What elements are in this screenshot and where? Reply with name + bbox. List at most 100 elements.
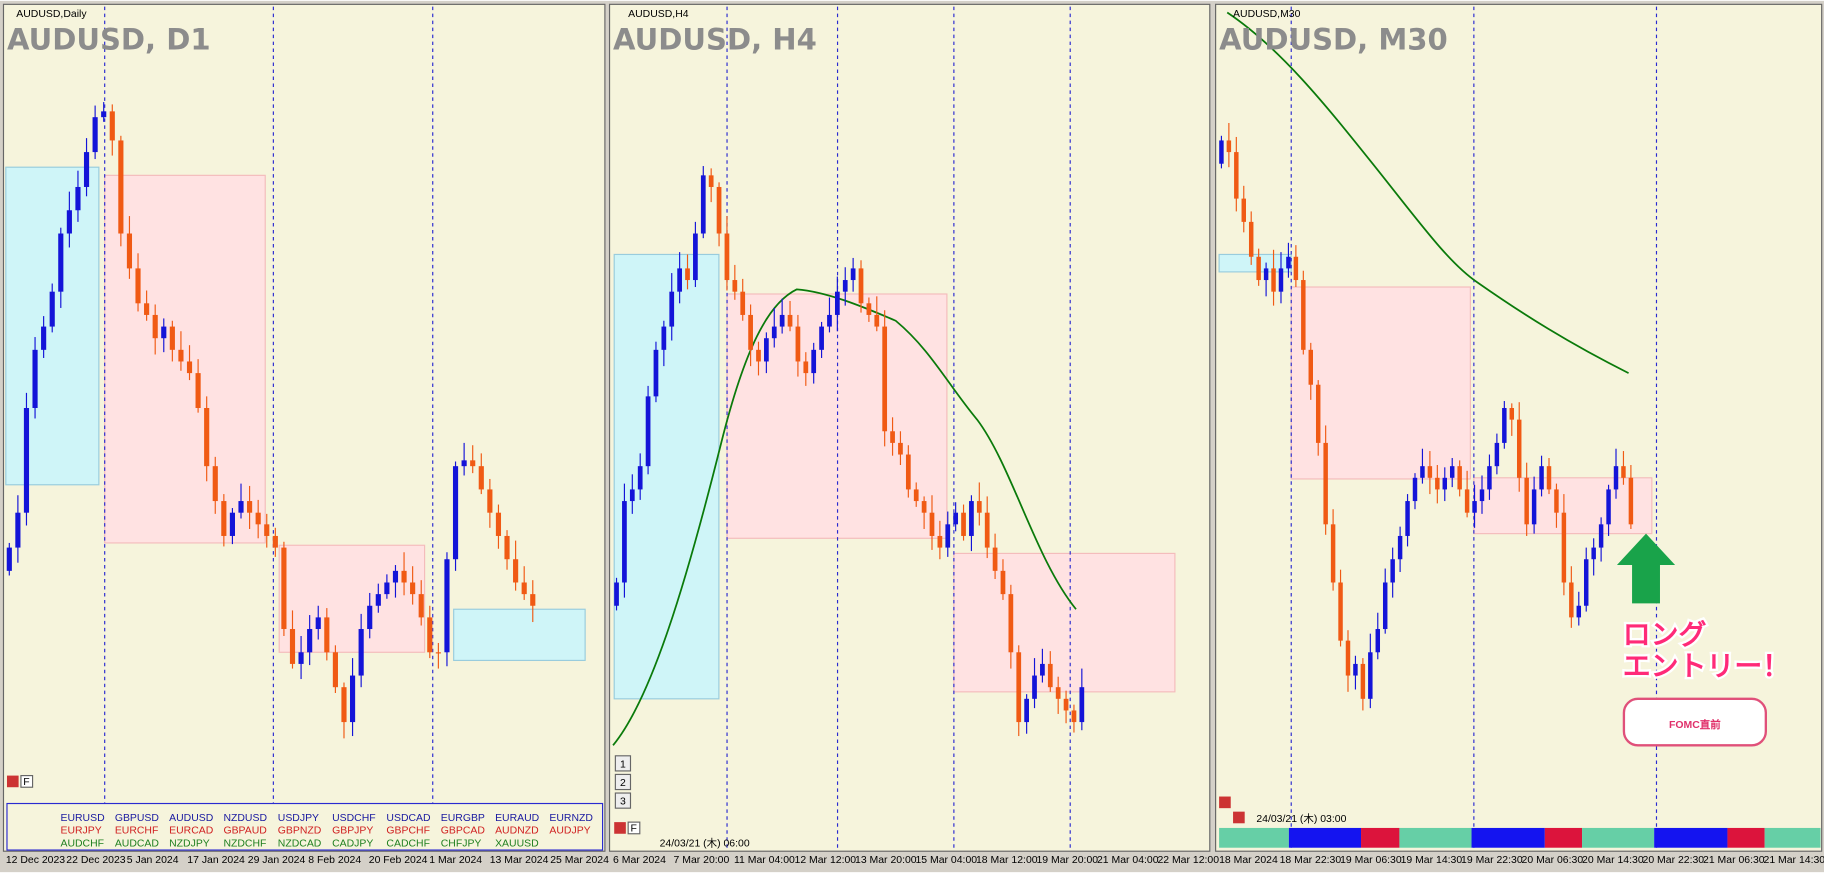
symbol[interactable]: EURJPY bbox=[60, 826, 101, 837]
candle bbox=[984, 512, 990, 548]
symbol[interactable]: AUDNZD bbox=[495, 826, 539, 837]
candle bbox=[1405, 501, 1410, 536]
symbol[interactable]: GBPCHF bbox=[386, 826, 430, 837]
candle bbox=[513, 559, 519, 583]
candle bbox=[1000, 570, 1006, 595]
candle bbox=[645, 396, 651, 467]
badge-text: FOMC直前 bbox=[1669, 718, 1721, 731]
candle bbox=[661, 326, 667, 350]
date-label: 12 Mar 12:00 bbox=[795, 855, 857, 866]
candle bbox=[834, 291, 840, 315]
candle bbox=[66, 210, 72, 234]
symbol[interactable]: AUDUSD bbox=[169, 813, 214, 824]
symbol[interactable]: XAUUSD bbox=[495, 839, 539, 850]
symbol[interactable]: EURNZD bbox=[549, 813, 593, 824]
period-button[interactable] bbox=[614, 792, 632, 809]
symbol[interactable]: GBPCAD bbox=[441, 826, 486, 837]
panel-2: AUDUSD,H4 AUDUSD, H4 F 24/03/21 (木) 06:0… bbox=[608, 3, 1211, 852]
flag-button[interactable] bbox=[20, 775, 34, 788]
candle bbox=[842, 280, 848, 292]
candle bbox=[1412, 477, 1418, 502]
symbol[interactable]: CADJPY bbox=[332, 839, 373, 850]
candle bbox=[418, 594, 424, 618]
symbol[interactable]: EURCAD bbox=[169, 826, 214, 837]
symbol[interactable]: GBPUSD bbox=[115, 813, 160, 824]
flag-label: F bbox=[630, 823, 636, 834]
symbol[interactable]: AUDCHF bbox=[60, 839, 104, 850]
candle bbox=[764, 338, 769, 362]
date-label: 11 Mar 04:00 bbox=[734, 855, 795, 866]
candle bbox=[161, 326, 167, 339]
symbol[interactable]: AUDCAD bbox=[115, 839, 160, 850]
date-label: 21 Mar 04:00 bbox=[1097, 855, 1159, 866]
candle bbox=[1226, 140, 1232, 153]
symbol[interactable]: GBPJPY bbox=[332, 826, 373, 837]
candle bbox=[976, 501, 982, 513]
timestamp: 24/03/21 (木) 06:00 bbox=[660, 838, 750, 850]
close-button[interactable] bbox=[614, 822, 626, 834]
candle bbox=[272, 535, 278, 548]
candle bbox=[255, 512, 261, 525]
candle bbox=[1539, 466, 1544, 490]
period-label: 2 bbox=[620, 778, 626, 789]
symbol[interactable]: AUDJPY bbox=[549, 826, 590, 837]
date-label: 22 Dec 2023 bbox=[66, 855, 125, 866]
candle bbox=[756, 349, 761, 362]
symbol[interactable]: GBPAUD bbox=[223, 826, 267, 837]
close-button[interactable] bbox=[1233, 811, 1245, 824]
candle bbox=[1457, 466, 1462, 490]
period-button[interactable] bbox=[614, 773, 632, 791]
candle bbox=[195, 373, 201, 408]
symbol[interactable]: USDCAD bbox=[386, 813, 431, 824]
candle bbox=[779, 314, 785, 327]
candle bbox=[332, 652, 338, 688]
candles bbox=[1219, 123, 1634, 711]
candle bbox=[953, 512, 959, 525]
candle bbox=[866, 303, 872, 315]
symbol[interactable]: EURAUD bbox=[495, 813, 540, 824]
symbol[interactable]: USDCHF bbox=[332, 813, 376, 824]
symbol[interactable]: NZDCHF bbox=[223, 839, 266, 850]
candle bbox=[358, 629, 364, 676]
candle bbox=[708, 175, 714, 187]
flag-button[interactable] bbox=[627, 821, 641, 835]
candle bbox=[204, 408, 210, 467]
candle bbox=[1375, 629, 1381, 653]
symbol[interactable]: CADCHF bbox=[386, 839, 430, 850]
candle bbox=[716, 186, 722, 234]
candle bbox=[874, 314, 880, 327]
close-button[interactable] bbox=[1219, 796, 1231, 809]
candle bbox=[677, 268, 682, 292]
symbol[interactable]: NZDCAD bbox=[278, 839, 322, 850]
candle bbox=[1382, 582, 1388, 630]
panel-bg bbox=[2, 3, 606, 852]
symbol[interactable]: EURGBP bbox=[441, 813, 485, 824]
close-button[interactable] bbox=[6, 775, 19, 788]
candle bbox=[1032, 675, 1037, 699]
symbol[interactable]: GBPNZD bbox=[278, 826, 322, 837]
symbol[interactable]: NZDUSD bbox=[223, 813, 267, 824]
period-button[interactable] bbox=[614, 755, 632, 772]
candle bbox=[367, 605, 373, 630]
candle bbox=[653, 349, 659, 397]
date-label: 18 Mar 12:00 bbox=[976, 855, 1038, 866]
symbol[interactable]: EURUSD bbox=[60, 813, 105, 824]
candle bbox=[1397, 535, 1403, 560]
date-label: 29 Jan 2024 bbox=[248, 855, 306, 866]
candle bbox=[1583, 559, 1589, 606]
candle bbox=[898, 442, 903, 455]
symbol[interactable]: EURCHF bbox=[115, 826, 159, 837]
symbol[interactable]: NZDJPY bbox=[169, 839, 210, 850]
candles bbox=[614, 166, 1085, 737]
candle bbox=[1613, 466, 1619, 490]
candle bbox=[1621, 466, 1626, 478]
candle bbox=[49, 291, 55, 327]
symbol[interactable]: USDJPY bbox=[278, 813, 319, 824]
date-label: 20 Feb 2024 bbox=[369, 855, 428, 866]
candle bbox=[1591, 547, 1596, 560]
candle bbox=[1516, 419, 1522, 478]
candle bbox=[1494, 442, 1500, 467]
session bbox=[1361, 827, 1400, 848]
symbol[interactable]: CHFJPY bbox=[441, 839, 482, 850]
